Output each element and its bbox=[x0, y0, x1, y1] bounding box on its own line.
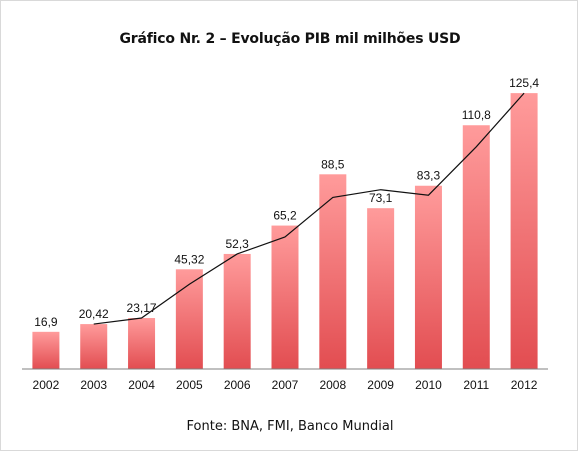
bar-2003 bbox=[80, 324, 108, 369]
x-tick-label-2007: 2007 bbox=[272, 378, 299, 392]
x-tick-label-2004: 2004 bbox=[128, 378, 155, 392]
x-tick-label-2008: 2008 bbox=[319, 378, 346, 392]
data-label-2006: 52,3 bbox=[226, 237, 250, 251]
data-label-2002: 16,9 bbox=[34, 315, 58, 329]
data-label-2011: 110,8 bbox=[462, 108, 491, 122]
trend-line bbox=[93, 92, 525, 325]
x-tick-label-2003: 2003 bbox=[80, 378, 107, 392]
x-tick-label-2012: 2012 bbox=[511, 378, 538, 392]
data-label-2003: 20,42 bbox=[79, 307, 109, 321]
x-tick-label-2011: 2011 bbox=[463, 378, 489, 392]
trend-line-layer bbox=[93, 92, 525, 325]
bar-2004 bbox=[128, 318, 156, 369]
bar-2002 bbox=[32, 331, 60, 369]
data-label-2010: 83,3 bbox=[417, 169, 441, 183]
data-label-2012: 125,4 bbox=[509, 76, 539, 90]
chart-source: Fonte: BNA, FMI, Banco Mundial bbox=[186, 419, 394, 434]
chart-title: Gráfico Nr. 2 – Evolução PIB mil milhões… bbox=[119, 31, 461, 47]
x-tick-label-2010: 2010 bbox=[415, 378, 442, 392]
bar-2008 bbox=[319, 174, 347, 369]
x-tick-label-2006: 2006 bbox=[224, 378, 251, 392]
bar-2010 bbox=[414, 185, 442, 369]
bar-2005 bbox=[175, 269, 203, 369]
data-label-2004: 23,17 bbox=[127, 301, 157, 315]
bar-2009 bbox=[367, 208, 395, 369]
bars-layer bbox=[32, 93, 538, 370]
data-label-2009: 73,1 bbox=[369, 191, 393, 205]
data-label-2007: 65,2 bbox=[273, 209, 297, 223]
data-label-2005: 45,32 bbox=[174, 252, 204, 266]
bar-2011 bbox=[462, 125, 490, 370]
data-labels-layer: 16,9 20,42 23,17 45,32 52,3 65,2 88,5 73,1 83,3 1… bbox=[34, 76, 539, 329]
x-tick-label-2005: 2005 bbox=[176, 378, 203, 392]
bar-2007 bbox=[271, 225, 299, 369]
x-tick-label-2002: 2002 bbox=[33, 378, 60, 392]
bar-2012 bbox=[510, 93, 538, 370]
bar-2006 bbox=[223, 253, 251, 369]
x-axis: 2002 2003 2004 2005 2006 2007 2008 2009 2010 2011… bbox=[22, 368, 548, 392]
data-label-2008: 88,5 bbox=[321, 157, 345, 171]
x-tick-label-2009: 2009 bbox=[367, 378, 394, 392]
